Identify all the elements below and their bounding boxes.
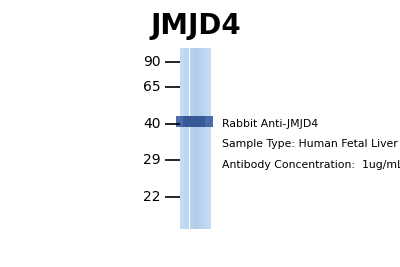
Text: 90: 90 [143,55,161,69]
Bar [182,49,183,229]
Bar [207,49,208,229]
Bar [194,49,195,229]
Bar [203,49,204,229]
Text: 22: 22 [144,190,161,203]
Bar [197,49,198,229]
Bar [190,49,191,229]
Bar [209,49,210,229]
Text: 65: 65 [143,80,161,93]
Bar [185,49,186,229]
Bar [187,49,188,229]
Bar [195,49,196,229]
Bar [188,49,189,229]
Text: Sample Type: Human Fetal Liver: Sample Type: Human Fetal Liver [222,139,398,149]
Bar [198,49,199,229]
Text: 29: 29 [143,152,161,167]
Bar [200,49,201,229]
Bar [206,49,207,229]
Bar [199,49,200,229]
Bar [191,49,192,229]
Bar [204,49,205,229]
Bar [208,49,209,229]
Bar [176,116,212,127]
Bar [193,49,194,229]
Bar [210,49,211,229]
Bar [180,49,181,229]
Text: JMJD4: JMJD4 [150,12,241,40]
Bar [183,116,205,127]
Bar [184,49,185,229]
Bar [181,49,182,229]
Bar [205,49,206,229]
Bar [186,49,187,229]
Bar [196,49,197,229]
Text: Antibody Concentration:  1ug/mL: Antibody Concentration: 1ug/mL [222,160,400,170]
Text: Rabbit Anti-JMJD4: Rabbit Anti-JMJD4 [222,119,318,128]
Text: 40: 40 [144,116,161,131]
Bar [183,49,184,229]
Bar [189,49,190,229]
Bar [201,49,202,229]
Bar [202,49,203,229]
